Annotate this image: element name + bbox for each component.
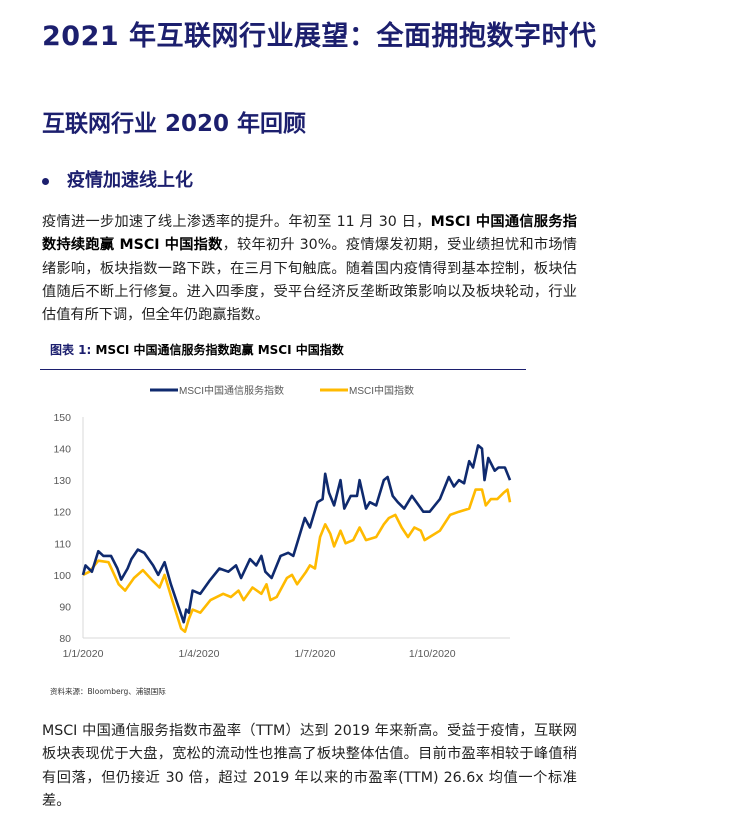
y-tick-label: 130 — [53, 475, 71, 487]
y-tick-label: 100 — [53, 570, 71, 582]
paragraph-1-text: 疫情进一步加速了线上渗透率的提升。年初至 11 月 30 日， — [42, 214, 431, 230]
paragraph-1-bold: MSCI 中国通信服务指数持续跑赢 MSCI 中国指数 — [42, 214, 577, 254]
source-note: 资料来源：Bloomberg、浦银国际 — [50, 687, 166, 696]
chart-svg: 80 90 100 110 120 130 140 150 1/1/2020 1/4/2020 1/… — [53, 384, 512, 660]
bullet-heading-text: 疫情加速线上化 — [67, 170, 193, 191]
series-line — [82, 488, 512, 633]
line-chart: 80 90 100 110 120 130 140 150 1/1/2020 1/4/2020 1/… — [40, 369, 526, 675]
section-title: 互联网行业 2020 年回顾 — [42, 111, 307, 137]
series-line — [81, 444, 512, 624]
y-tick-label: 120 — [53, 507, 71, 519]
paragraph-1-text-end: ，较年初升 30%。疫情爆发初期，受业绩担忧和市场情绪影响，板块指数一路下跌，在… — [42, 237, 577, 324]
paragraph-1: 疫情进一步加速了线上渗透率的提升。年初至 11 月 30 日，MSCI 中国通信… — [42, 211, 577, 327]
x-tick-label: 1/10/2020 — [409, 648, 456, 660]
paragraph-2: MSCI 中国通信服务指数市盈率（TTM）达到 2019 年来新高。受益于疫情，… — [42, 723, 577, 809]
bullet-icon — [42, 177, 49, 185]
x-tick-label: 1/4/2020 — [179, 648, 220, 660]
y-tick-label: 140 — [53, 444, 71, 456]
legend-label: MSCI中国指数 — [349, 384, 414, 397]
legend-label: MSCI中国通信服务指数 — [179, 384, 284, 397]
x-tick-label: 1/1/2020 — [63, 648, 104, 660]
y-tick-label: 150 — [53, 412, 71, 424]
figure-label: 图表 1: — [50, 343, 92, 357]
figure-caption-text: MSCI 中国通信服务指数跑赢 MSCI 中国指数 — [91, 343, 344, 357]
x-tick-label: 1/7/2020 — [295, 648, 336, 660]
bullet-heading: 疫情加速线上化 — [42, 166, 193, 192]
page-title: 2021 年互联网行业展望：全面拥抱数字时代 — [42, 21, 597, 52]
y-tick-label: 80 — [59, 633, 71, 645]
y-tick-label: 90 — [59, 601, 71, 613]
figure-caption: 图表 1: MSCI 中国通信服务指数跑赢 MSCI 中国指数 — [50, 341, 344, 358]
y-tick-label: 110 — [54, 538, 71, 550]
